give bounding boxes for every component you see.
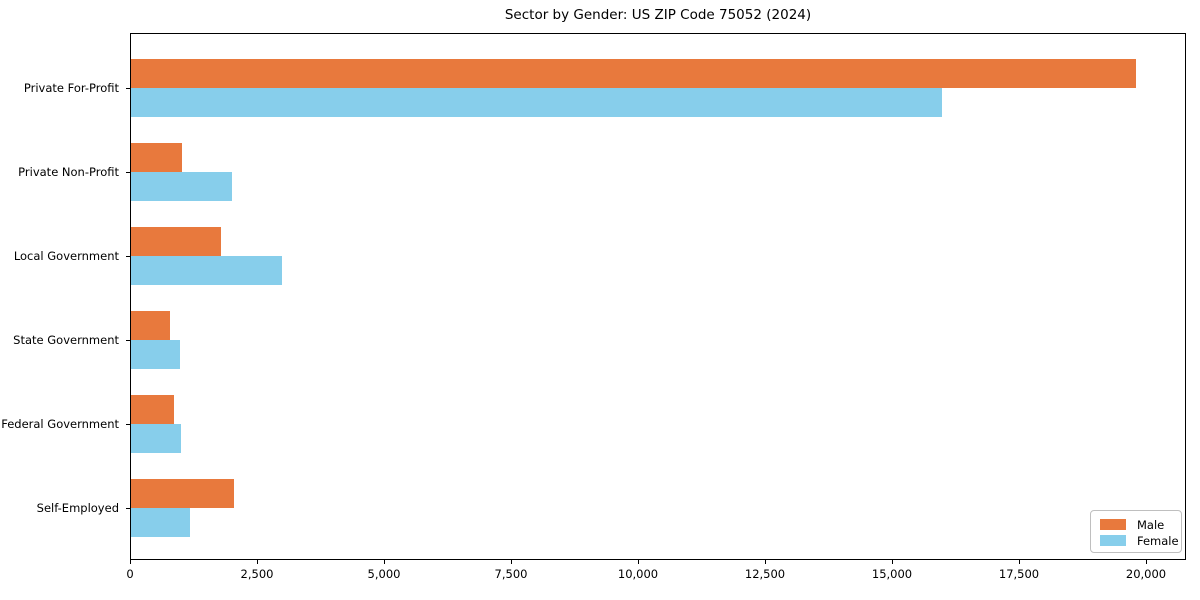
legend: Male Female [1090, 510, 1182, 553]
bar-federal-government-female [131, 424, 181, 453]
ytick-label-state-government: State Government [13, 333, 119, 347]
xtick-mark [257, 560, 258, 564]
ytick-mark [126, 424, 130, 425]
xtick-label-10000: 10,000 [617, 567, 659, 581]
ytick-label-private-non-profit: Private Non-Profit [18, 165, 119, 179]
ytick-mark [126, 508, 130, 509]
xtick-label-5000: 5,000 [367, 567, 401, 581]
bar-state-government-female [131, 340, 180, 369]
xtick-mark [130, 560, 131, 564]
ytick-mark [126, 256, 130, 257]
xtick-mark [1146, 560, 1147, 564]
ytick-label-self-employed: Self-Employed [36, 501, 119, 515]
xtick-label-12500: 12,500 [744, 567, 786, 581]
ytick-mark [126, 88, 130, 89]
xtick-mark [384, 560, 385, 564]
legend-entry-male: Male [1100, 517, 1172, 532]
bar-private-for-profit-female [131, 88, 942, 117]
bar-private-non-profit-male [131, 143, 182, 172]
xtick-label-2500: 2,500 [240, 567, 274, 581]
xtick-label-17500: 17,500 [998, 567, 1040, 581]
bar-private-for-profit-male [131, 59, 1136, 88]
ytick-label-local-government: Local Government [13, 249, 119, 263]
xtick-mark [511, 560, 512, 564]
xtick-mark [765, 560, 766, 564]
xtick-label-7500: 7,500 [494, 567, 528, 581]
xtick-label-0: 0 [126, 567, 134, 581]
xtick-label-20000: 20,000 [1125, 567, 1167, 581]
ytick-mark [126, 172, 130, 173]
ytick-label-private-for-profit: Private For-Profit [23, 81, 119, 95]
bar-state-government-male [131, 311, 170, 340]
bar-self-employed-male [131, 479, 234, 508]
bar-private-non-profit-female [131, 172, 232, 201]
legend-label-male: Male [1137, 517, 1165, 532]
bar-self-employed-female [131, 508, 190, 537]
legend-entry-female: Female [1100, 533, 1179, 548]
xtick-label-15000: 15,000 [871, 567, 913, 581]
ytick-mark [126, 340, 130, 341]
plot-area [130, 33, 1186, 560]
bar-federal-government-male [131, 395, 174, 424]
bar-local-government-male [131, 227, 221, 256]
ytick-label-federal-government: Federal Government [1, 417, 119, 431]
xtick-mark [638, 560, 639, 564]
chart-title: Sector by Gender: US ZIP Code 75052 (202… [504, 7, 812, 23]
bar-local-government-female [131, 256, 282, 285]
legend-swatch-male [1100, 519, 1126, 530]
xtick-mark [892, 560, 893, 564]
legend-swatch-female [1100, 535, 1126, 546]
legend-label-female: Female [1137, 533, 1179, 548]
xtick-mark [1019, 560, 1020, 564]
